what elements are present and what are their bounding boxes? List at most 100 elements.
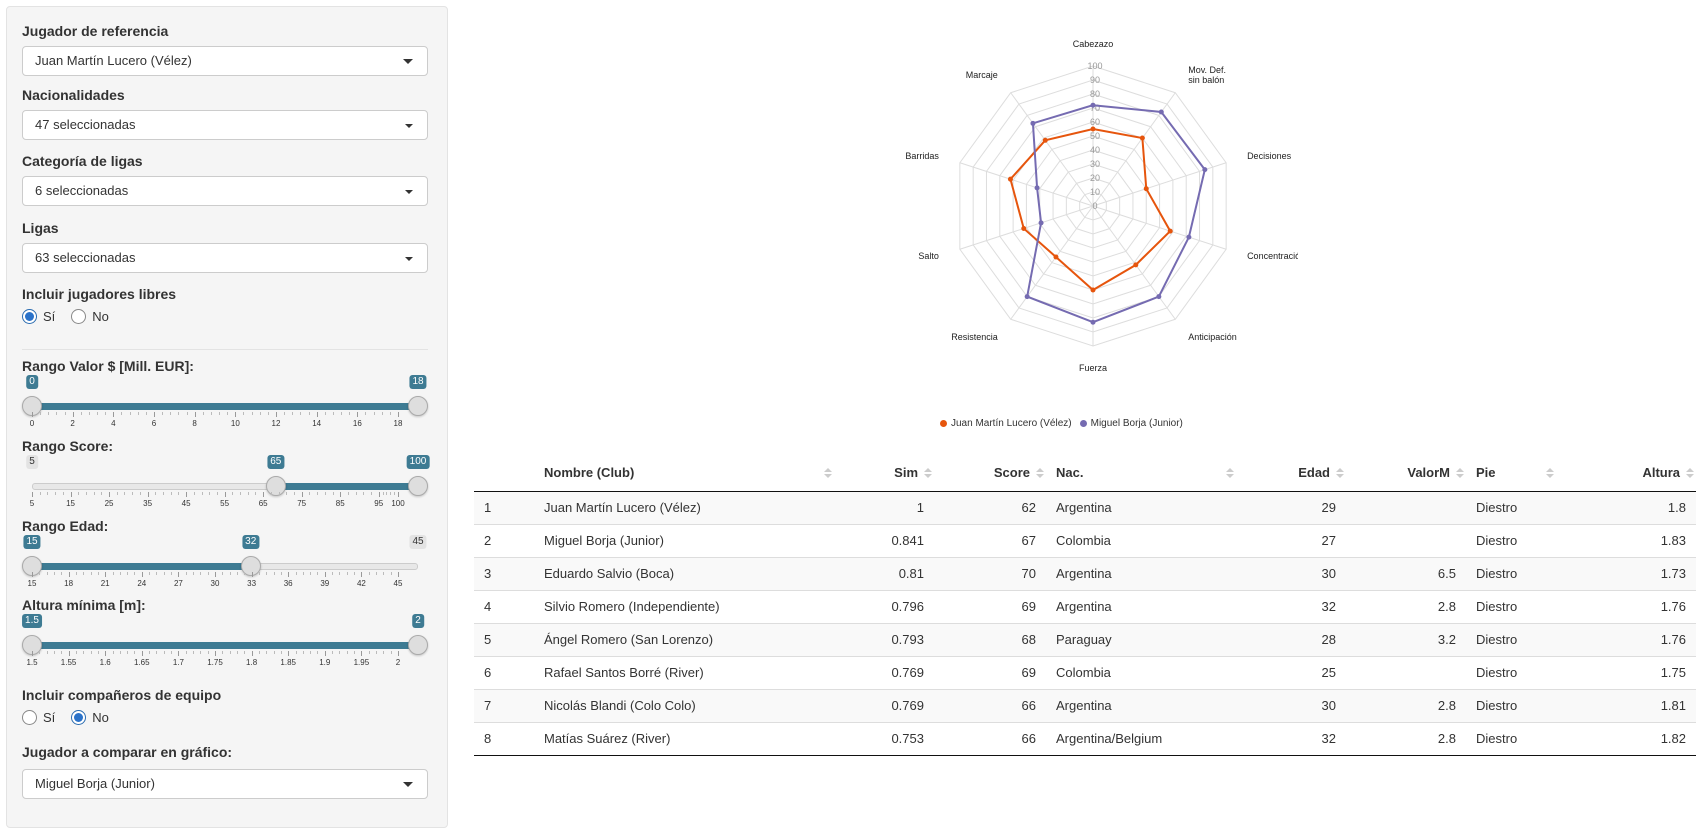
table-cell: Nicolás Blandi (Colo Colo)	[534, 688, 834, 722]
slider-minor-tick	[75, 651, 77, 654]
column-header[interactable]: ValorM	[1346, 454, 1466, 492]
free-players-yes-radio[interactable]	[22, 309, 37, 324]
slider-to-handle[interactable]	[408, 635, 428, 655]
compare-player-select[interactable]: Miguel Borja (Junior)	[22, 769, 428, 799]
table-row[interactable]: 7 Nicolás Blandi (Colo Colo) 0.769 66 Argent…	[474, 688, 1696, 722]
slider-to-handle[interactable]	[408, 476, 428, 496]
free-players-no-radio[interactable]	[71, 309, 87, 324]
reference-player-select[interactable]: Juan Martín Lucero (Vélez)	[22, 46, 428, 76]
slider-tick	[113, 412, 115, 417]
column-header[interactable]: Sim	[834, 454, 934, 492]
teammates-yes-radio[interactable]	[22, 710, 37, 725]
sort-icon[interactable]	[1336, 468, 1344, 480]
table-row[interactable]: 1 Juan Martín Lucero (Vélez) 1 62 Argentina 2…	[474, 491, 1696, 524]
slider-minor-tick	[39, 572, 41, 575]
radar-series-point	[1007, 176, 1013, 182]
table-cell: 6	[474, 655, 534, 689]
slider-from-handle[interactable]	[265, 476, 286, 496]
league-category-select[interactable]: 6 seleccionadas	[22, 176, 428, 206]
radar-series-point	[1030, 120, 1036, 126]
slider-tick-label: 39	[320, 579, 330, 588]
slider-minor-tick	[83, 572, 85, 575]
slider-minor-tick	[39, 651, 41, 654]
teammates-no-radio[interactable]	[71, 710, 87, 725]
radar-series-point	[1038, 220, 1044, 226]
column-header[interactable]: Edad	[1236, 454, 1346, 492]
radar-radial-tick: 100	[1087, 61, 1102, 71]
column-header[interactable]: Pie	[1466, 454, 1556, 492]
leagues-select[interactable]: 63 seleccionadas	[22, 243, 428, 273]
slider-minor-tick	[309, 492, 311, 495]
table-cell: 1	[834, 491, 934, 524]
sort-icon[interactable]	[1686, 468, 1694, 480]
slider-to-handle[interactable]	[240, 556, 261, 576]
slider-minor-tick	[390, 651, 392, 654]
table-row[interactable]: 6 Rafael Santos Borré (River) 0.769 69 Colom…	[474, 655, 1696, 689]
slider-minor-tick	[78, 492, 80, 495]
table-cell: Paraguay	[1046, 622, 1236, 656]
slider-ticks: 5 15 25 35 45 55 65 75 85 95 100	[30, 492, 418, 508]
slider-tick	[398, 492, 399, 497]
table-cell: Diestro	[1466, 523, 1556, 557]
slider-minor-tick	[247, 492, 249, 495]
column-header[interactable]: Nac.	[1046, 454, 1236, 492]
slider-minor-tick	[354, 651, 356, 654]
column-header[interactable]: Altura	[1556, 454, 1696, 492]
radar-series-point	[1158, 109, 1164, 115]
slider-minor-tick	[209, 492, 211, 495]
slider-minor-tick	[97, 651, 99, 654]
slider-tick	[32, 412, 33, 417]
radar-series-point	[1167, 228, 1173, 234]
table-cell: Argentina/Belgium	[1046, 721, 1236, 756]
sort-icon[interactable]	[1456, 468, 1464, 480]
slider-minor-tick	[97, 412, 99, 415]
slider-minor-tick	[376, 572, 378, 575]
table-cell: 0.769	[834, 688, 934, 722]
slider-minor-tick	[390, 492, 392, 495]
age-range-slider[interactable]: 45 15 32 15 18 21 24 27 30 33 36 39 42 45	[22, 535, 428, 595]
slider-minor-tick	[53, 572, 55, 575]
slider-tick	[340, 492, 342, 497]
table-cell: 70	[934, 556, 1046, 590]
table-row[interactable]: 8 Matías Suárez (River) 0.753 66 Argentina/B…	[474, 721, 1696, 756]
slider-tick	[301, 492, 303, 497]
slider-tick-label: 75	[297, 499, 307, 508]
slider-minor-tick	[134, 651, 136, 654]
radar-radial-tick: 30	[1090, 159, 1100, 169]
slider-minor-tick	[134, 572, 136, 575]
table-cell: 27	[1236, 523, 1346, 557]
table-cell: Argentina	[1046, 556, 1236, 590]
slider-tick	[72, 412, 74, 417]
nationalities-label: Nacionalidades	[22, 87, 125, 103]
slider-tick-label: 55	[220, 499, 230, 508]
table-cell: Diestro	[1466, 655, 1556, 689]
sort-icon[interactable]	[1546, 468, 1554, 480]
nationalities-select[interactable]: 47 seleccionadas	[22, 110, 428, 140]
sort-icon[interactable]	[824, 468, 832, 480]
table-row[interactable]: 5 Ángel Romero (San Lorenzo) 0.793 68 Paragu…	[474, 622, 1696, 656]
slider-minor-tick	[386, 492, 388, 495]
table-cell: 1.83	[1556, 523, 1696, 557]
table-cell: Juan Martín Lucero (Vélez)	[534, 491, 834, 524]
free-players-no-label: No	[92, 309, 109, 324]
table-cell: 66	[934, 721, 1046, 756]
min-height-slider[interactable]: 1.5 2 1.5 1.55 1.6 1.65 1.7 1.75 1.8 1.85 1.9 1.95 2	[22, 614, 428, 674]
slider-minor-tick	[162, 412, 164, 415]
value-range-slider[interactable]: 0 18 0 2 4 6 8 10 12 14 16 18	[22, 375, 428, 435]
table-row[interactable]: 4 Silvio Romero (Independiente) 0.796 69 Arg…	[474, 589, 1696, 623]
column-header[interactable]: Score	[934, 454, 1046, 492]
radar-spoke	[1010, 205, 1094, 320]
column-header-label: Altura	[1642, 464, 1680, 480]
sort-icon[interactable]	[1226, 468, 1234, 480]
sort-icon[interactable]	[1036, 468, 1044, 480]
slider-minor-tick	[373, 412, 375, 415]
slider-tick	[361, 572, 363, 577]
sort-icon[interactable]	[924, 468, 932, 480]
free-players-yes-label: Sí	[43, 309, 56, 324]
table-row[interactable]: 3 Eduardo Salvio (Boca) 0.81 70 Argentina 30 6…	[474, 556, 1696, 590]
slider-to-handle[interactable]	[408, 396, 428, 416]
score-range-slider[interactable]: 5 65 100 5 15 25 35 45 55 65 75 85 95 100	[22, 455, 430, 515]
table-cell: 1.76	[1556, 622, 1696, 656]
column-header[interactable]: Nombre (Club)	[534, 454, 834, 492]
table-row[interactable]: 2 Miguel Borja (Junior) 0.841 67 Colombia 27 D…	[474, 523, 1696, 557]
